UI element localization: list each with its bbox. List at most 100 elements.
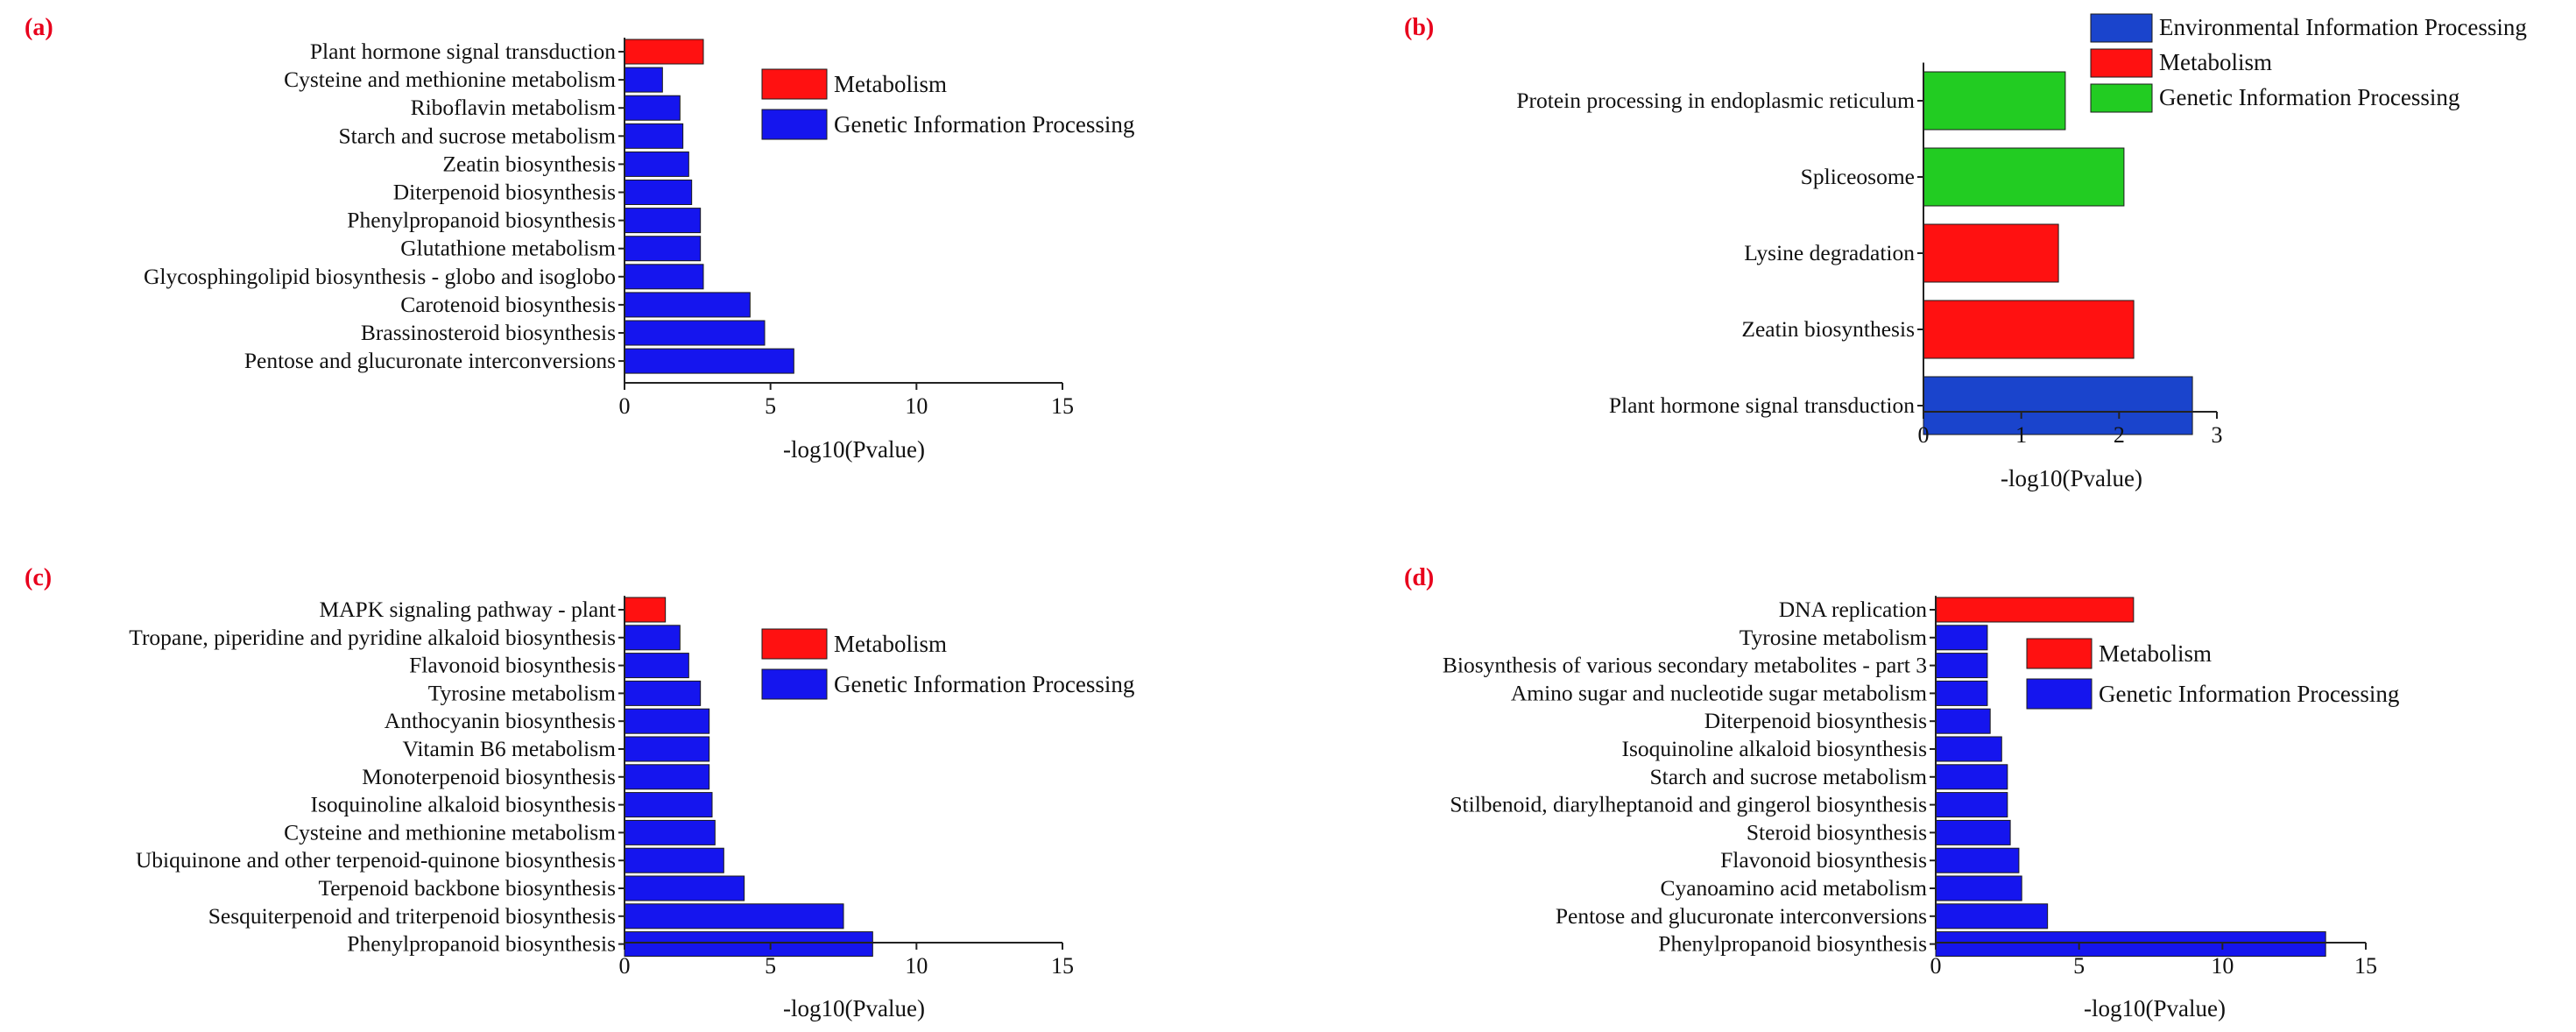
- legend: Metabolism Genetic Information Processing: [2026, 638, 2399, 710]
- x-tick-label: 15: [2354, 953, 2377, 979]
- legend-swatch: [761, 668, 828, 700]
- x-tick-label: 1: [2015, 422, 2027, 448]
- category-label: Ubiquinone and other terpenoid-quinone b…: [136, 847, 616, 873]
- category-label: Spliceosome: [1801, 164, 1915, 189]
- bar: [624, 208, 702, 234]
- legend-label: Genetic Information Processing: [2099, 681, 2399, 707]
- bar: [624, 320, 766, 346]
- category-label: Plant hormone signal transduction: [1609, 392, 1915, 418]
- bar: [1935, 680, 1988, 706]
- category-label: Cysteine and methionine metabolism: [284, 67, 616, 92]
- category-label: Riboflavin metabolism: [411, 95, 617, 120]
- x-tick-label: 15: [1051, 393, 1074, 419]
- category-label: Phenylpropanoid biosynthesis: [347, 208, 616, 233]
- legend: Metabolism Genetic Information Processing: [761, 68, 1134, 140]
- bar: [624, 903, 844, 930]
- panel-letter: (c): [25, 564, 52, 591]
- category-label: Stilbenoid, diarylheptanoid and gingerol…: [1450, 792, 1927, 817]
- category-label: Flavonoid biosynthesis: [1720, 847, 1927, 873]
- legend-swatch: [2090, 13, 2153, 43]
- category-label: Cyanoamino acid metabolism: [1660, 875, 1927, 901]
- bar: [1923, 376, 2193, 435]
- bar: [624, 792, 713, 818]
- category-label: Steroid biosynthesis: [1747, 819, 1927, 845]
- legend-label: Metabolism: [834, 631, 947, 657]
- legend-label: Environmental Information Processing: [2159, 14, 2527, 40]
- x-axis-title: -log10(Pvalue): [783, 436, 925, 463]
- bar: [1935, 653, 1988, 679]
- category-label: Diterpenoid biosynthesis: [393, 180, 616, 205]
- x-tick-label: 0: [1930, 953, 1942, 979]
- bar: [1935, 625, 1988, 651]
- category-label: Glutathione metabolism: [400, 236, 616, 261]
- category-label: Amino sugar and nucleotide sugar metabol…: [1511, 680, 1927, 705]
- bar: [1935, 736, 2002, 762]
- x-axis-title: -log10(Pvalue): [783, 995, 925, 1021]
- bar: [624, 708, 710, 734]
- category-label: Biosynthesis of various secondary metabo…: [1443, 653, 1927, 678]
- x-tick-label: 15: [1051, 953, 1074, 979]
- category-label: Pentose and glucuronate interconversions: [244, 348, 616, 373]
- panel-letter: (d): [1404, 564, 1434, 591]
- legend-swatch: [761, 68, 828, 100]
- category-label: Vitamin B6 metabolism: [402, 736, 616, 761]
- legend-label: Genetic Information Processing: [834, 671, 1134, 697]
- bar: [1935, 819, 2011, 845]
- category-label: Sesquiterpenoid and triterpenoid biosynt…: [208, 903, 616, 929]
- bar: [624, 597, 667, 623]
- legend-swatch: [761, 109, 828, 140]
- bar: [624, 819, 716, 845]
- category-label: Isoquinoline alkaloid biosynthesis: [1622, 736, 1927, 761]
- bar: [1935, 792, 2008, 818]
- category-label: Anthocyanin biosynthesis: [385, 708, 616, 733]
- legend-label: Metabolism: [834, 71, 947, 97]
- panel-3: (c) MAPK signaling pathway - plant Tropane…: [25, 564, 1134, 1021]
- category-label: Lysine degradation: [1744, 240, 1915, 265]
- x-tick-label: 2: [2114, 422, 2125, 448]
- category-label: Tyrosine metabolism: [428, 680, 616, 705]
- category-label: Zeatin biosynthesis: [1741, 316, 1915, 342]
- category-label: Plant hormone signal transduction: [310, 39, 616, 64]
- category-label: Carotenoid biosynthesis: [400, 292, 616, 317]
- category-label: Zeatin biosynthesis: [442, 151, 616, 176]
- bar: [624, 95, 681, 121]
- x-axis-title: -log10(Pvalue): [2084, 995, 2226, 1021]
- bar: [624, 736, 710, 762]
- bar: [624, 123, 684, 149]
- category-label: Monoterpenoid biosynthesis: [362, 764, 616, 789]
- bar: [624, 625, 681, 651]
- bar: [624, 180, 693, 205]
- category-label: Glycosphingolipid biosynthesis - globo a…: [144, 264, 616, 289]
- category-label: Cysteine and methionine metabolism: [284, 819, 616, 845]
- bar: [1923, 147, 2125, 207]
- x-tick-label: 5: [765, 953, 776, 979]
- bar: [624, 67, 663, 93]
- panel-letter: (b): [1404, 14, 1434, 41]
- bar: [624, 931, 873, 958]
- x-tick-label: 3: [2212, 422, 2223, 448]
- bar: [1935, 708, 1991, 734]
- legend-label: Genetic Information Processing: [834, 111, 1134, 138]
- bar: [1935, 875, 2022, 901]
- x-axis-title: -log10(Pvalue): [2001, 465, 2142, 491]
- bar: [1935, 903, 2049, 930]
- bar: [624, 653, 689, 679]
- bar: [624, 764, 710, 790]
- bar: [624, 680, 702, 706]
- category-label: Flavonoid biosynthesis: [409, 653, 616, 678]
- panel-2: (b) Protein processing in endoplasmic ret…: [1404, 13, 2527, 491]
- bar: [624, 236, 702, 262]
- legend-swatch: [2026, 678, 2093, 710]
- legend-swatch: [761, 628, 828, 660]
- legend-label: Genetic Information Processing: [2159, 84, 2460, 110]
- bar: [624, 875, 745, 901]
- category-label: Brassinosteroid biosynthesis: [361, 320, 616, 345]
- legend-swatch: [2026, 638, 2093, 669]
- legend-label: Metabolism: [2099, 640, 2212, 667]
- category-label: DNA replication: [1779, 597, 1927, 622]
- category-label: Pentose and glucuronate interconversions: [1556, 903, 1927, 929]
- bar: [624, 348, 794, 374]
- bar: [1935, 847, 2020, 873]
- category-label: Tropane, piperidine and pyridine alkaloi…: [129, 625, 616, 650]
- category-label: MAPK signaling pathway - plant: [319, 597, 616, 622]
